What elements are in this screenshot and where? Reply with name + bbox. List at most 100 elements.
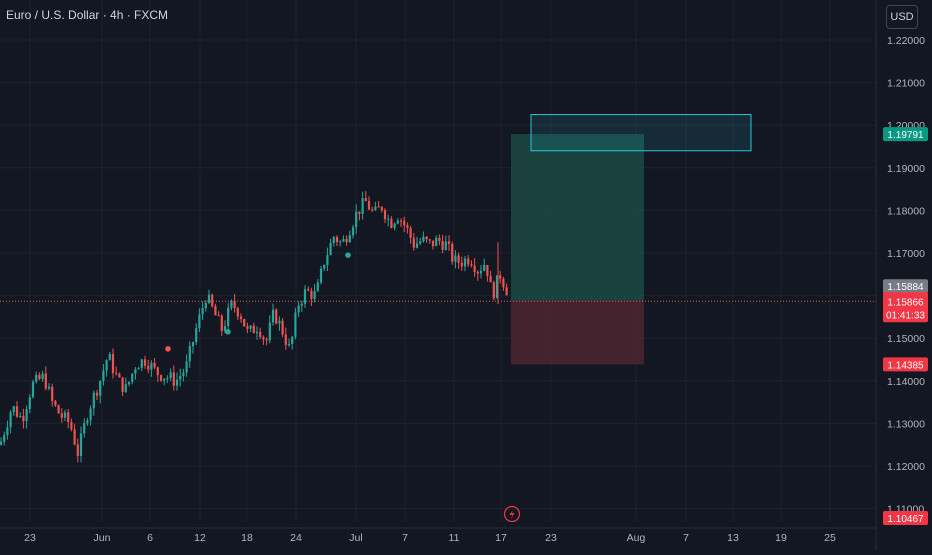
candle-body <box>233 300 236 309</box>
candle-body <box>326 255 329 265</box>
x-tick-label: 19 <box>775 532 787 544</box>
profit-zone[interactable] <box>511 134 644 301</box>
candle-body <box>38 374 41 380</box>
x-tick-label: 25 <box>824 532 836 544</box>
candle-body <box>143 359 147 366</box>
currency-button[interactable]: USD <box>886 5 918 29</box>
candle-body <box>214 306 217 316</box>
candle-body <box>451 243 454 262</box>
candle-body <box>57 405 60 414</box>
signal-dot-bear <box>165 346 171 352</box>
candle-body <box>489 275 492 283</box>
candle-body <box>387 218 390 220</box>
candle-body <box>163 378 166 381</box>
candle-body <box>19 415 22 417</box>
last-price-bg <box>883 292 928 323</box>
stop-price-label-bg <box>883 357 928 372</box>
candle-body <box>377 206 380 208</box>
y-tick-label: 1.21000 <box>887 78 925 90</box>
candle-body <box>185 361 188 373</box>
y-tick-label: 1.13000 <box>887 418 925 430</box>
candle-body <box>207 294 211 303</box>
target-price-label-bg <box>883 127 928 142</box>
candle-body <box>108 353 111 361</box>
candle-body <box>319 268 323 283</box>
candle-body <box>127 381 131 385</box>
candle-body <box>415 243 419 248</box>
candle-body <box>431 240 435 247</box>
candle-body <box>294 312 297 337</box>
candle-body <box>419 241 422 244</box>
candle-body <box>99 381 102 396</box>
candle-body <box>6 427 9 436</box>
candle-body <box>342 239 345 242</box>
candle-body <box>131 373 134 382</box>
candle-body <box>313 291 316 299</box>
candle-body <box>220 315 223 331</box>
x-tick-label: 13 <box>727 532 739 544</box>
candle-body <box>166 378 169 380</box>
candle-body <box>505 287 508 296</box>
target-rectangle[interactable] <box>530 114 752 152</box>
candle-body <box>454 255 457 262</box>
candle-body <box>195 328 198 343</box>
x-tick-label: 7 <box>402 532 408 544</box>
candle-body <box>425 236 428 240</box>
candle-body <box>179 376 182 380</box>
countdown-label: 01:41:33 <box>886 310 925 321</box>
candle-body <box>393 223 396 228</box>
target-price-label: 1.19791 <box>887 130 924 141</box>
y-tick-label: 1.12000 <box>887 461 925 473</box>
candle-body <box>102 370 105 382</box>
candle-body <box>169 372 172 379</box>
candle-body <box>111 353 115 374</box>
x-tick-label: 17 <box>495 532 507 544</box>
candle-body <box>204 302 207 309</box>
candle-body <box>150 362 153 370</box>
candle-body <box>47 386 51 389</box>
entry-price-label: 1.15884 <box>887 282 924 293</box>
candle-body <box>182 372 185 377</box>
y-tick-label: 1.15000 <box>887 333 925 345</box>
candle-body <box>281 320 284 335</box>
candle-body <box>467 258 470 265</box>
symbol-title: Euro / U.S. Dollar · 4h · FXCM <box>6 8 169 22</box>
candle-body <box>79 433 83 456</box>
candle-body <box>246 326 249 329</box>
candle-body <box>73 429 76 445</box>
signal-dot-bull <box>345 252 351 258</box>
candle-body <box>140 359 143 369</box>
candle-body <box>239 316 243 320</box>
candle-body <box>0 441 3 445</box>
candle-body <box>284 334 287 345</box>
candle-body <box>12 406 15 413</box>
last-price-label: 1.15866 <box>887 297 924 308</box>
loss-zone[interactable] <box>511 300 644 365</box>
candle-body <box>227 307 230 326</box>
x-tick-label: 24 <box>290 532 302 544</box>
candle-body <box>492 282 495 299</box>
low-price-label: 1.10467 <box>887 514 924 525</box>
candle-body <box>92 392 95 409</box>
candle-body <box>316 282 319 292</box>
candle-body <box>358 211 361 214</box>
candle-body <box>9 412 12 428</box>
candle-body <box>457 255 460 263</box>
candle-body <box>361 198 364 214</box>
candle-body <box>201 308 204 315</box>
y-tick-label: 1.18000 <box>887 205 925 217</box>
candle-body <box>355 211 358 228</box>
candle-body <box>470 264 473 266</box>
candle-body <box>63 412 67 418</box>
candle-body <box>502 278 505 288</box>
y-tick-label: 1.14000 <box>887 376 925 388</box>
x-tick-label: Aug <box>627 532 646 544</box>
candle-body <box>54 400 57 406</box>
candle-body <box>310 290 313 299</box>
candle-body <box>441 241 444 250</box>
y-tick-label: 1.22000 <box>887 35 925 47</box>
candle-body <box>499 275 502 279</box>
candle-body <box>60 413 63 418</box>
